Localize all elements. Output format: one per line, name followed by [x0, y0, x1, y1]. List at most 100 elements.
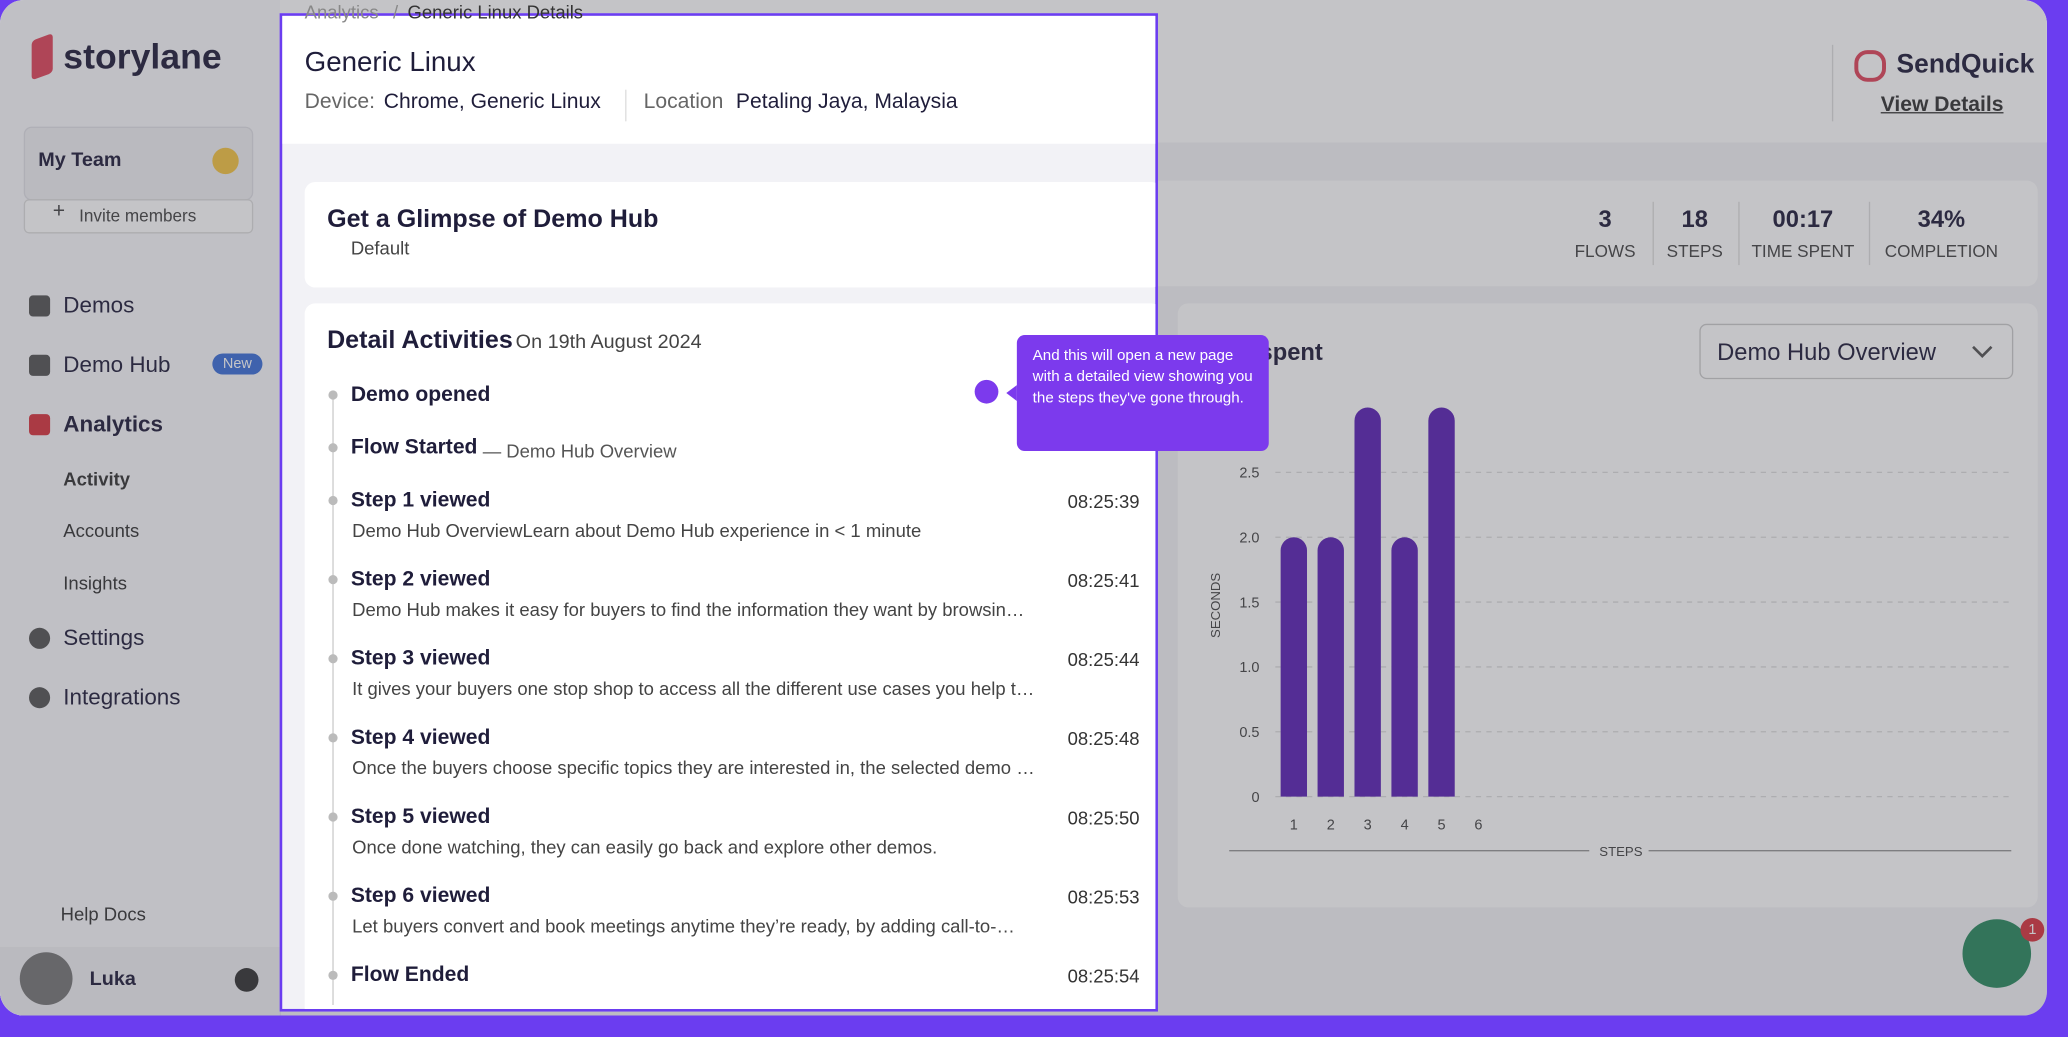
- stat-label: COMPLETION: [1884, 241, 1999, 262]
- help-link[interactable]: Help Docs: [60, 903, 146, 925]
- demo-title: Get a Glimpse of Demo Hub: [327, 205, 659, 234]
- timeline-dot: [328, 575, 338, 585]
- y-tick-label: 1.5: [1239, 595, 1259, 611]
- breadcrumb-current: Generic Linux Details: [407, 1, 584, 23]
- app-window: spent Demo Hub Overview SECONDS 0 0.5 1.0 1.5 2…: [0, 0, 2047, 1016]
- x-tick-label: 4: [1401, 818, 1409, 834]
- dropdown-caret: [1972, 345, 1993, 358]
- user-arrow[interactable]: [234, 968, 259, 992]
- activities-date: On 19th August 2024: [515, 331, 702, 354]
- modal: Generic Linux Device: Chrome, Generic Linu…: [279, 13, 1158, 1012]
- event-title: Flow Ended: [350, 964, 470, 987]
- event-time: 08:25:39: [1067, 490, 1140, 512]
- x-axis-label: STEPS: [1599, 844, 1642, 859]
- tooltip: And this will open a new page with a det…: [1016, 334, 1269, 452]
- demo-link: Default: [350, 237, 410, 259]
- stat-label: FLOWS: [1574, 241, 1636, 262]
- nav-icon: [29, 354, 51, 376]
- event-description: Once the buyers choose specific topics t…: [352, 757, 1035, 779]
- event-description: Demo Hub makes it easy for buyers to fin…: [352, 598, 1025, 620]
- chat-badge: 1: [2020, 917, 2045, 942]
- event-title: Demo opened: [350, 383, 491, 407]
- event-time: 08:25:54: [1067, 965, 1140, 987]
- team-toggle[interactable]: [212, 147, 239, 175]
- x-tick-label: 2: [1327, 818, 1335, 834]
- event-title: Flow Started: [350, 436, 478, 459]
- user-name[interactable]: Luka: [89, 968, 136, 991]
- location: Petaling Jaya, Malaysia: [735, 91, 958, 114]
- activities-title: Detail Activities: [327, 327, 513, 355]
- event-title: Step 2 viewed: [350, 568, 491, 591]
- timeline-dot: [328, 733, 338, 743]
- bar: [1280, 537, 1308, 797]
- nav-icon: [29, 627, 51, 649]
- brand: SendQuick: [1896, 50, 2035, 80]
- nav-item[interactable]: Demo Hub: [63, 352, 171, 378]
- invite-plus: +: [52, 200, 66, 223]
- subnav-item[interactable]: Insights: [63, 572, 127, 594]
- nav-item[interactable]: Settings: [63, 625, 145, 651]
- y-tick-label: 0: [1251, 790, 1259, 806]
- event-title: Step 3 viewed: [350, 647, 491, 670]
- invite-label[interactable]: Invite members: [79, 205, 197, 226]
- timeline-dot: [328, 970, 338, 980]
- nav-icon: [29, 414, 51, 436]
- team-name[interactable]: My Team: [38, 149, 122, 172]
- view-details-link[interactable]: View Details: [1880, 93, 2004, 117]
- y-tick-label: 0.5: [1239, 725, 1259, 741]
- y-tick-label: 2.0: [1239, 530, 1259, 546]
- timeline-dot: [328, 654, 338, 664]
- event-description: Once done watching, they can easily go b…: [352, 836, 938, 858]
- x-tick-label: 5: [1437, 818, 1445, 834]
- tooltip-dot: [974, 379, 999, 404]
- event-time: 08:25:44: [1067, 648, 1140, 670]
- x-tick-label: 6: [1474, 818, 1482, 834]
- divider: [1831, 44, 1834, 122]
- event-title: Step 1 viewed: [350, 489, 491, 512]
- y-tick-label: 2.5: [1239, 466, 1259, 482]
- event-description: Demo Hub OverviewLearn about Demo Hub ex…: [352, 519, 922, 541]
- modal-title: Generic Linux: [304, 47, 476, 78]
- event-title: Step 4 viewed: [350, 726, 491, 750]
- stat-label: STEPS: [1666, 241, 1723, 262]
- stat-divider: [1868, 201, 1871, 266]
- nav-item[interactable]: Analytics: [63, 411, 164, 437]
- activity-card: [304, 303, 1156, 1009]
- modal-header: [282, 15, 1156, 144]
- chat-button[interactable]: [1962, 919, 2032, 988]
- dropdown[interactable]: [1699, 323, 2014, 380]
- timeline-line: [332, 398, 334, 1005]
- timeline-dot: [328, 495, 338, 506]
- chart-title: spent: [1260, 340, 1323, 366]
- dropdown-label: Demo Hub Overview: [1717, 340, 1937, 366]
- event-subtitle: — Demo Hub Overview: [482, 440, 677, 462]
- location-label: Location: [643, 91, 724, 114]
- divider: [625, 89, 627, 122]
- device: Chrome, Generic Linux: [383, 91, 601, 114]
- stat-value: 18: [1681, 205, 1708, 233]
- background-chart: spent Demo Hub Overview SECONDS 0 0.5 1.0 1.5 2…: [1208, 323, 2014, 859]
- event-time: 08:25:50: [1067, 807, 1140, 829]
- breadcrumb-separator: /: [393, 1, 399, 23]
- x-tick-label: 1: [1290, 818, 1298, 834]
- nav-item[interactable]: Demos: [63, 292, 135, 318]
- event-title: Step 6 viewed: [350, 884, 491, 908]
- nav-item[interactable]: Integrations: [63, 684, 181, 710]
- subnav-item[interactable]: Accounts: [63, 519, 140, 541]
- y-tick-label: 1.0: [1239, 660, 1259, 676]
- avatar: [19, 952, 73, 1005]
- breadcrumb[interactable]: Analytics: [304, 1, 379, 23]
- invite-button[interactable]: [23, 199, 254, 234]
- event-time: 08:25:48: [1067, 728, 1140, 750]
- event-description: It gives your buyers one stop shop to ac…: [352, 677, 1035, 700]
- stat-value: 00:17: [1772, 205, 1834, 233]
- event-time: 08:25:41: [1067, 569, 1140, 591]
- stat-divider: [1652, 201, 1654, 266]
- demo-card: [304, 182, 1156, 288]
- subnav-item[interactable]: Activity: [63, 468, 131, 490]
- stat-value: 34%: [1917, 205, 1966, 233]
- nav-icon: [29, 295, 51, 317]
- stat-value: 3: [1598, 205, 1612, 233]
